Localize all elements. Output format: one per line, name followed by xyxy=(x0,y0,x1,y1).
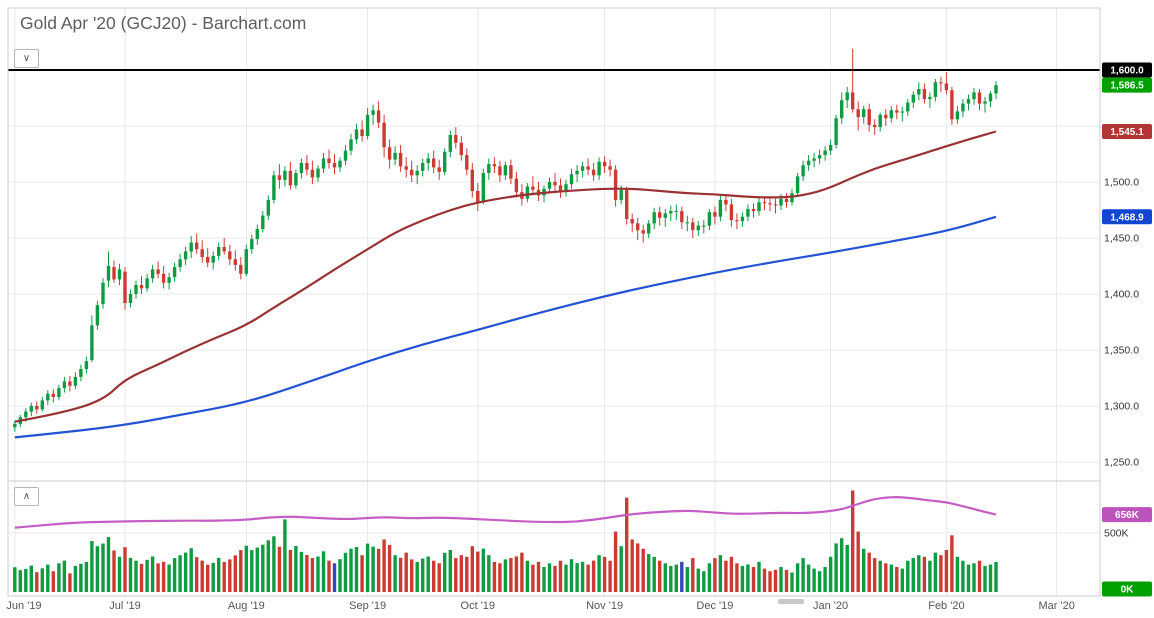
scrollbar-thumb[interactable] xyxy=(778,599,804,604)
svg-text:0K: 0K xyxy=(1121,585,1135,596)
hline-price-badge: 1,600.0 xyxy=(1102,62,1152,78)
svg-text:1,600.0: 1,600.0 xyxy=(1110,66,1144,77)
ma-blue-badge: 1,468.9 xyxy=(1102,209,1152,225)
svg-text:656K: 656K xyxy=(1115,510,1140,521)
svg-text:Jan '20: Jan '20 xyxy=(813,600,848,612)
svg-text:1,545.1: 1,545.1 xyxy=(1110,127,1144,138)
volume-pane-collapse-button[interactable]: ∧ xyxy=(14,487,39,506)
x-axis-labels: Jun '19 Jul '19 Aug '19 Sep '19 Oct '19 Nov '… xyxy=(6,600,1074,612)
svg-text:1,250.0: 1,250.0 xyxy=(1104,457,1139,469)
svg-text:1,450.0: 1,450.0 xyxy=(1104,233,1139,245)
open-interest-badge: 656K xyxy=(1102,507,1152,523)
svg-text:Sep '19: Sep '19 xyxy=(349,600,386,612)
price-pane-collapse-button[interactable]: ∨ xyxy=(14,49,39,68)
volume-axis-label: 500K xyxy=(1104,528,1129,540)
last-volume-badge: 0K xyxy=(1102,581,1152,597)
svg-text:Feb '20: Feb '20 xyxy=(928,600,964,612)
svg-text:Mar '20: Mar '20 xyxy=(1039,600,1075,612)
ma-red-line xyxy=(14,130,997,423)
candlestick-series xyxy=(13,48,998,432)
svg-text:1,586.5: 1,586.5 xyxy=(1110,81,1144,92)
svg-text:Dec '19: Dec '19 xyxy=(696,600,733,612)
ma-red-badge: 1,545.1 xyxy=(1102,124,1152,139)
svg-text:Nov '19: Nov '19 xyxy=(586,600,623,612)
ma-blue-line xyxy=(14,215,997,439)
volume-series xyxy=(13,490,998,592)
chart-title: Gold Apr '20 (GCJ20) - Barchart.com xyxy=(20,13,307,33)
price-axis-labels: 1,500.0 1,450.0 1,400.0 1,350.0 1,300.0 1,250… xyxy=(1104,177,1139,540)
svg-text:1,400.0: 1,400.0 xyxy=(1104,289,1139,301)
svg-text:1,500.0: 1,500.0 xyxy=(1104,177,1139,189)
last-price-badge: 1,586.5 xyxy=(1102,77,1152,93)
svg-text:1,468.9: 1,468.9 xyxy=(1110,212,1144,223)
svg-text:Aug '19: Aug '19 xyxy=(228,600,265,612)
svg-text:1,300.0: 1,300.0 xyxy=(1104,401,1139,413)
svg-text:Jun '19: Jun '19 xyxy=(6,600,41,612)
plot-border xyxy=(7,7,1101,597)
svg-text:Oct '19: Oct '19 xyxy=(461,600,496,612)
open-interest-line xyxy=(14,496,997,529)
svg-text:Jul '19: Jul '19 xyxy=(109,600,140,612)
svg-text:1,350.0: 1,350.0 xyxy=(1104,345,1139,357)
